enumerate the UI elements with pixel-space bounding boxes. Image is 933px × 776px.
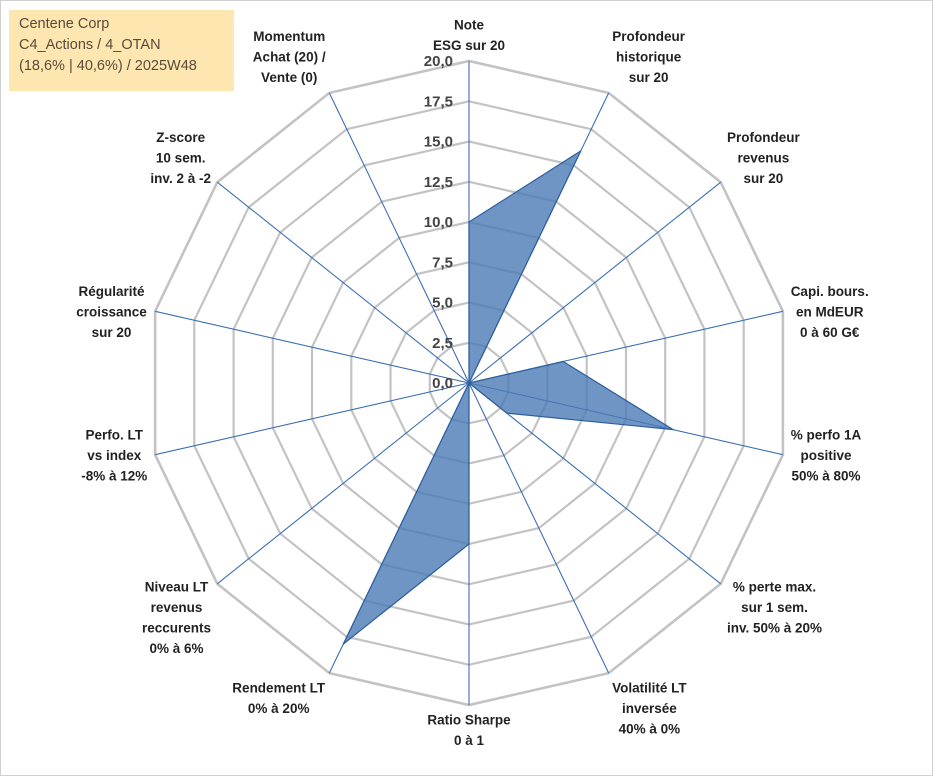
axis-spoke xyxy=(154,310,470,384)
axis-spoke xyxy=(468,382,722,585)
axis-spoke xyxy=(328,92,470,384)
axis-label: revenus xyxy=(738,151,790,166)
axis-label: Capi. bours. xyxy=(791,284,869,299)
axis-label: 50% à 80% xyxy=(791,468,860,483)
axis-label-group: % perfo 1A positive 50% à 80% xyxy=(791,427,862,483)
axis-label: sur 20 xyxy=(744,171,784,186)
tick-label: 15,0 xyxy=(424,134,453,151)
tick-label: 5,0 xyxy=(432,295,453,312)
axis-label: croissance xyxy=(76,305,147,320)
axis-label: 0% à 6% xyxy=(149,641,203,656)
axis-label-group: Perfo. LT vs index -8% à 12% xyxy=(81,427,147,483)
axis-label: Niveau LT xyxy=(145,579,209,594)
axis-label: Achat (20) / xyxy=(253,49,326,64)
axis-label-group: Volatilité LT inversée 40% à 0% xyxy=(612,681,687,737)
axis-label: Z-score xyxy=(156,130,205,145)
axis-label-group: Profondeur historique sur 20 xyxy=(612,29,685,85)
axis-spoke xyxy=(216,382,470,585)
axis-label: revenus xyxy=(151,600,203,615)
axis-label: Note xyxy=(454,18,484,33)
axis-label: -8% à 12% xyxy=(81,468,147,483)
axis-label: sur 20 xyxy=(92,325,132,340)
tick-label: 10,0 xyxy=(424,214,453,231)
axis-label: 10 sem. xyxy=(156,151,206,166)
axis-label-group: Profondeur revenus sur 20 xyxy=(727,130,800,186)
tick-label: 20,0 xyxy=(424,53,453,70)
axis-label-group: % perte max. sur 1 sem. inv. 50% à 20% xyxy=(727,579,822,635)
axis-label: Momentum xyxy=(253,29,325,44)
axis-label-group: Régularité croissance sur 20 xyxy=(76,284,147,340)
axis-label: Vente (0) xyxy=(261,70,317,85)
axis-label: 0 à 60 G€ xyxy=(800,325,860,340)
axis-spoke xyxy=(154,382,470,456)
axis-label: Rendement LT xyxy=(232,681,326,696)
axis-label: en MdEUR xyxy=(796,305,864,320)
axis-label: inv. 2 à -2 xyxy=(150,171,211,186)
axis-label-group: Capi. bours. en MdEUR 0 à 60 G€ xyxy=(791,284,869,340)
axis-label: sur 20 xyxy=(629,70,669,85)
classification-label: C4_Actions / 4_OTAN xyxy=(19,37,161,53)
axis-spoke xyxy=(468,382,610,674)
axis-label: reccurents xyxy=(142,620,211,635)
axis-label: 0 à 1 xyxy=(454,733,485,748)
axis-label-group: Niveau LT revenus reccurents 0% à 6% xyxy=(142,579,211,656)
axis-label: sur 1 sem. xyxy=(741,600,808,615)
axis-label: % perte max. xyxy=(733,579,816,594)
axis-label: Profondeur xyxy=(612,29,685,44)
company-name: Centene Corp xyxy=(19,16,110,32)
radar-series xyxy=(342,150,674,645)
axis-label-group: Momentum Achat (20) / Vente (0) xyxy=(253,29,326,85)
axis-label: Régularité xyxy=(78,284,145,299)
stats-label: (18,6% | 40,6%) / 2025W48 xyxy=(19,58,197,74)
axis-label: inversée xyxy=(622,701,677,716)
axis-label: Ratio Sharpe xyxy=(427,713,511,728)
axis-label: positive xyxy=(800,448,852,463)
tick-label: 7,5 xyxy=(432,254,453,271)
axis-label: vs index xyxy=(87,448,142,463)
axis-label-group: Ratio Sharpe 0 à 1 xyxy=(427,713,511,749)
axis-label: 0% à 20% xyxy=(248,701,310,716)
axis-label: inv. 50% à 20% xyxy=(727,620,822,635)
axis-labels: Note ESG sur 20 Profondeur historique sur 20… xyxy=(76,18,868,749)
axis-label: % perfo 1A xyxy=(791,427,862,442)
axis-label-group: Z-score 10 sem. inv. 2 à -2 xyxy=(150,130,211,186)
axis-label: Volatilité LT xyxy=(612,681,687,696)
tick-label: 17,5 xyxy=(424,93,453,110)
axis-label-group: Note ESG sur 20 xyxy=(433,18,505,54)
info-box: Centene Corp C4_Actions / 4_OTAN (18,6% … xyxy=(9,10,234,91)
axis-spoke xyxy=(216,181,470,384)
axis-label: historique xyxy=(616,49,682,64)
tick-label: 0,0 xyxy=(432,375,453,392)
tick-label: 2,5 xyxy=(432,335,453,352)
tick-label: 12,5 xyxy=(424,174,453,191)
axis-label: Perfo. LT xyxy=(86,427,144,442)
axis-label-group: Rendement LT 0% à 20% xyxy=(232,681,326,717)
axis-label: 40% à 0% xyxy=(619,722,681,737)
axis-spoke xyxy=(468,181,722,384)
axis-label: ESG sur 20 xyxy=(433,38,505,53)
radial-tick-labels: 0,0 2,5 5,0 7,5 10,0 12,5 15,0 17,5 20,0 xyxy=(424,53,453,392)
axis-label: Profondeur xyxy=(727,130,800,145)
